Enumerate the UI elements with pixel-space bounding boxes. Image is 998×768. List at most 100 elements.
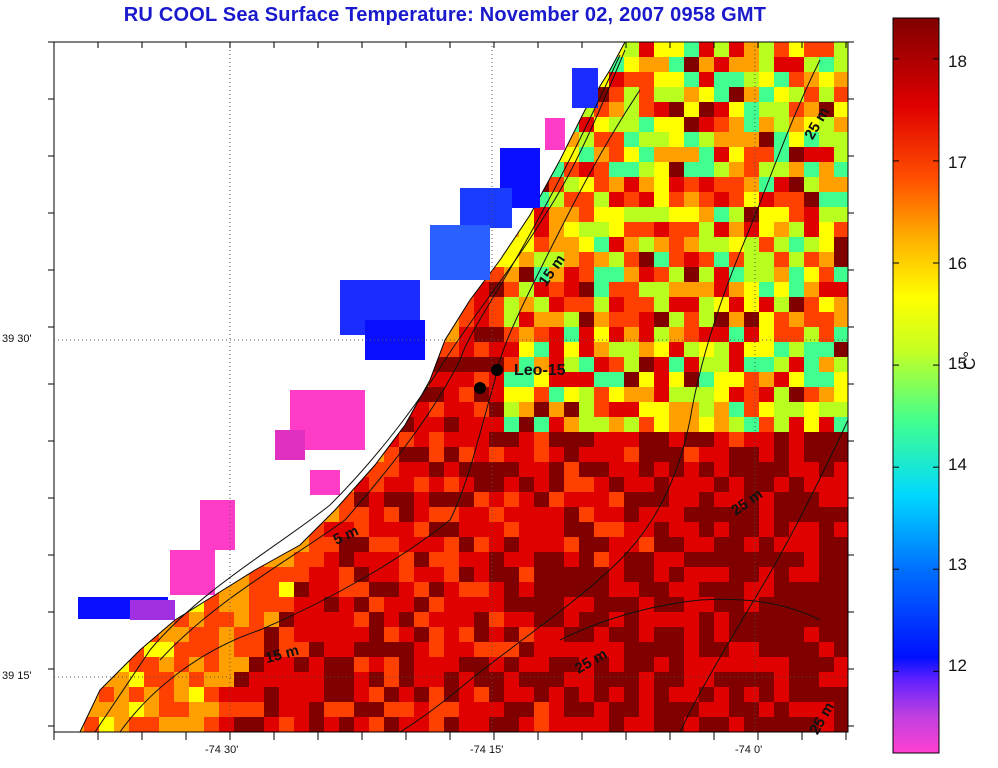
- sst-cell: [774, 177, 789, 192]
- sst-cell: [654, 222, 669, 237]
- sst-cell: [474, 507, 489, 522]
- sst-cell: [624, 102, 639, 117]
- sst-cell: [699, 582, 714, 597]
- sst-cell: [294, 612, 309, 627]
- sst-cell: [774, 717, 789, 732]
- sst-cell: [624, 522, 639, 537]
- sst-cell: [609, 567, 624, 582]
- sst-cell: [534, 507, 549, 522]
- sst-cell: [819, 627, 834, 642]
- sst-cell: [789, 642, 804, 657]
- sst-cell: [534, 327, 549, 342]
- sst-cell: [729, 132, 744, 147]
- sst-cell: [384, 462, 399, 477]
- sst-cell: [549, 432, 564, 447]
- sst-cell: [759, 612, 774, 627]
- sst-cell: [714, 672, 729, 687]
- sst-cell: [249, 687, 264, 702]
- sst-cell: [639, 672, 654, 687]
- sst-cell: [819, 477, 834, 492]
- sst-cell: [504, 657, 519, 672]
- sst-cell: [639, 87, 654, 102]
- sst-cell: [744, 132, 759, 147]
- sst-cell: [384, 687, 399, 702]
- sst-cell: [414, 477, 429, 492]
- sst-cell: [834, 477, 848, 492]
- sst-cell: [759, 207, 774, 222]
- sst-cell: [759, 522, 774, 537]
- sst-cell: [819, 372, 834, 387]
- sst-cell: [624, 132, 639, 147]
- sst-cell: [579, 657, 594, 672]
- sst-cell: [834, 147, 848, 162]
- sst-cell: [549, 402, 564, 417]
- sst-cell: [594, 672, 609, 687]
- sst-cell: [744, 582, 759, 597]
- sst-cell: [249, 612, 264, 627]
- sst-cell: [399, 627, 414, 642]
- sst-cell: [684, 297, 699, 312]
- sst-cell: [684, 717, 699, 732]
- sst-cell: [369, 552, 384, 567]
- sst-cell: [834, 177, 848, 192]
- sst-cell: [714, 402, 729, 417]
- sst-cell: [789, 372, 804, 387]
- sst-cell: [804, 717, 819, 732]
- sst-cell: [534, 597, 549, 612]
- sst-cell: [549, 342, 564, 357]
- sst-cell: [759, 387, 774, 402]
- sst-cell: [684, 282, 699, 297]
- sst-cell: [744, 717, 759, 732]
- sst-cell: [744, 702, 759, 717]
- sst-cell: [549, 717, 564, 732]
- sst-cell: [789, 702, 804, 717]
- sst-cell: [759, 222, 774, 237]
- sst-cell: [219, 642, 234, 657]
- sst-cell: [609, 402, 624, 417]
- sst-cell: [444, 702, 459, 717]
- sst-cell: [804, 522, 819, 537]
- sst-cell: [804, 552, 819, 567]
- sst-cell: [729, 192, 744, 207]
- sst-cell: [429, 702, 444, 717]
- sst-cell: [414, 642, 429, 657]
- sst-cell: [294, 642, 309, 657]
- sst-cell: [594, 402, 609, 417]
- colorbar-tick-label: 16: [948, 254, 967, 273]
- sst-cell: [714, 717, 729, 732]
- sst-cell: [624, 447, 639, 462]
- sst-cell: [804, 312, 819, 327]
- sst-cell: [369, 537, 384, 552]
- sst-cell: [774, 57, 789, 72]
- sst-cell: [654, 327, 669, 342]
- sst-cell: [714, 42, 729, 57]
- sst-cell: [699, 42, 714, 57]
- sst-cell: [654, 297, 669, 312]
- sst-cell: [789, 582, 804, 597]
- sst-cell: [294, 627, 309, 642]
- sst-cell: [579, 642, 594, 657]
- sst-cell: [309, 627, 324, 642]
- sst-cell: [234, 597, 249, 612]
- sst-cell: [549, 297, 564, 312]
- sst-cell: [789, 717, 804, 732]
- sst-cell: [339, 597, 354, 612]
- sst-cell: [294, 717, 309, 732]
- sst-cell: [504, 717, 519, 732]
- sst-cell: [249, 717, 264, 732]
- sst-cell: [774, 312, 789, 327]
- sst-cell: [204, 717, 219, 732]
- sst-cell: [519, 702, 534, 717]
- sst-cell: [729, 72, 744, 87]
- sst-cell: [369, 612, 384, 627]
- sst-cell: [669, 657, 684, 672]
- sst-cell: [624, 492, 639, 507]
- sst-cell: [279, 702, 294, 717]
- sst-cell: [444, 672, 459, 687]
- sst-cell: [459, 537, 474, 552]
- sst-cell: [474, 717, 489, 732]
- sst-cell: [519, 252, 534, 267]
- sst-cell: [474, 417, 489, 432]
- sst-cell: [714, 537, 729, 552]
- sst-cell: [609, 132, 624, 147]
